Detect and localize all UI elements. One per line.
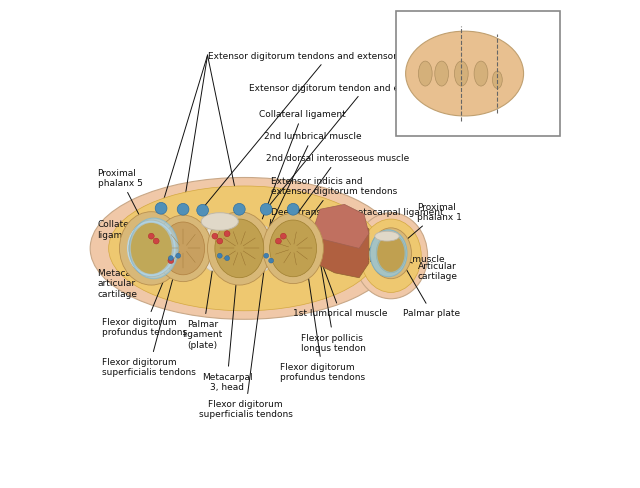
Text: 1st lumbrical muscle: 1st lumbrical muscle: [293, 242, 388, 318]
Ellipse shape: [354, 213, 428, 299]
Text: Flexor digitorum
profundus tendons: Flexor digitorum profundus tendons: [280, 227, 365, 382]
Text: 1st dorsal
interosseous muscle: 1st dorsal interosseous muscle: [347, 244, 444, 264]
Ellipse shape: [275, 239, 282, 244]
Text: Metacarpal 2, head: Metacarpal 2, head: [278, 227, 366, 247]
Ellipse shape: [156, 203, 167, 215]
Ellipse shape: [153, 239, 159, 244]
Ellipse shape: [419, 62, 432, 87]
Ellipse shape: [492, 72, 502, 89]
Ellipse shape: [218, 254, 222, 259]
Ellipse shape: [129, 219, 178, 279]
Ellipse shape: [128, 221, 175, 277]
Ellipse shape: [454, 62, 468, 87]
Text: Collateral
ligament: Collateral ligament: [97, 220, 144, 247]
Ellipse shape: [201, 213, 238, 231]
Ellipse shape: [376, 234, 406, 273]
Text: Metacarpal 4,
articular
cartilage: Metacarpal 4, articular cartilage: [97, 261, 159, 298]
Ellipse shape: [217, 239, 223, 244]
Ellipse shape: [280, 234, 286, 240]
Ellipse shape: [371, 228, 412, 279]
Ellipse shape: [161, 223, 205, 275]
Ellipse shape: [196, 205, 209, 217]
Ellipse shape: [264, 254, 269, 259]
Ellipse shape: [269, 221, 317, 277]
Polygon shape: [315, 220, 369, 278]
Text: Deep transverse metacarpal ligament: Deep transverse metacarpal ligament: [271, 208, 444, 247]
Ellipse shape: [207, 212, 271, 285]
Text: Flexor digitorum
superficialis tendons: Flexor digitorum superficialis tendons: [102, 234, 196, 377]
FancyBboxPatch shape: [396, 12, 559, 137]
Text: Flexor digitorum
superficialis tendons: Flexor digitorum superficialis tendons: [199, 220, 292, 419]
Ellipse shape: [263, 214, 323, 284]
Text: Extensor digitorum tendons and extensor expansions: Extensor digitorum tendons and extensor …: [204, 52, 451, 207]
Ellipse shape: [131, 224, 172, 274]
Ellipse shape: [375, 232, 399, 242]
Text: Palmar plate: Palmar plate: [388, 239, 460, 318]
Ellipse shape: [406, 32, 524, 117]
Text: Flexor pollicis
longus tendon: Flexor pollicis longus tendon: [301, 235, 366, 352]
Ellipse shape: [474, 62, 488, 87]
Ellipse shape: [148, 234, 154, 240]
Ellipse shape: [215, 220, 264, 278]
Text: Proximal
phalanx 5: Proximal phalanx 5: [97, 168, 150, 237]
Ellipse shape: [287, 204, 299, 216]
Ellipse shape: [155, 216, 211, 282]
Text: Extensor digitorum tendon and extensor expansion: Extensor digitorum tendon and extensor e…: [249, 83, 483, 208]
Ellipse shape: [377, 235, 404, 272]
Text: Extensor indicis and
extensor digitorum tendons: Extensor indicis and extensor digitorum …: [271, 177, 397, 242]
Ellipse shape: [212, 234, 218, 240]
Text: Articular
cartilage: Articular cartilage: [385, 256, 458, 281]
Text: Collateral ligament: Collateral ligament: [259, 110, 346, 220]
Polygon shape: [315, 205, 369, 249]
Ellipse shape: [225, 256, 230, 261]
Ellipse shape: [168, 256, 173, 261]
Text: 2nd lumbrical muscle: 2nd lumbrical muscle: [264, 132, 362, 227]
Ellipse shape: [168, 258, 174, 264]
Text: Metacarpal
3, head: Metacarpal 3, head: [202, 252, 252, 391]
Ellipse shape: [224, 231, 230, 237]
Polygon shape: [200, 224, 276, 273]
Ellipse shape: [109, 186, 380, 311]
Ellipse shape: [120, 212, 183, 285]
Ellipse shape: [360, 220, 421, 293]
Text: 2nd dorsal interosseous muscle: 2nd dorsal interosseous muscle: [266, 154, 410, 234]
Ellipse shape: [176, 254, 180, 259]
Text: Palmar
ligament
(plate): Palmar ligament (plate): [182, 225, 223, 349]
Ellipse shape: [260, 204, 272, 216]
Ellipse shape: [370, 230, 407, 277]
Text: Proximal
phalanx 1: Proximal phalanx 1: [386, 203, 461, 258]
Ellipse shape: [269, 259, 273, 264]
Ellipse shape: [90, 178, 398, 320]
Ellipse shape: [435, 62, 449, 87]
Ellipse shape: [234, 204, 245, 216]
Ellipse shape: [177, 204, 189, 216]
Text: Flexor digitorum
profundus tendons: Flexor digitorum profundus tendons: [102, 242, 188, 337]
